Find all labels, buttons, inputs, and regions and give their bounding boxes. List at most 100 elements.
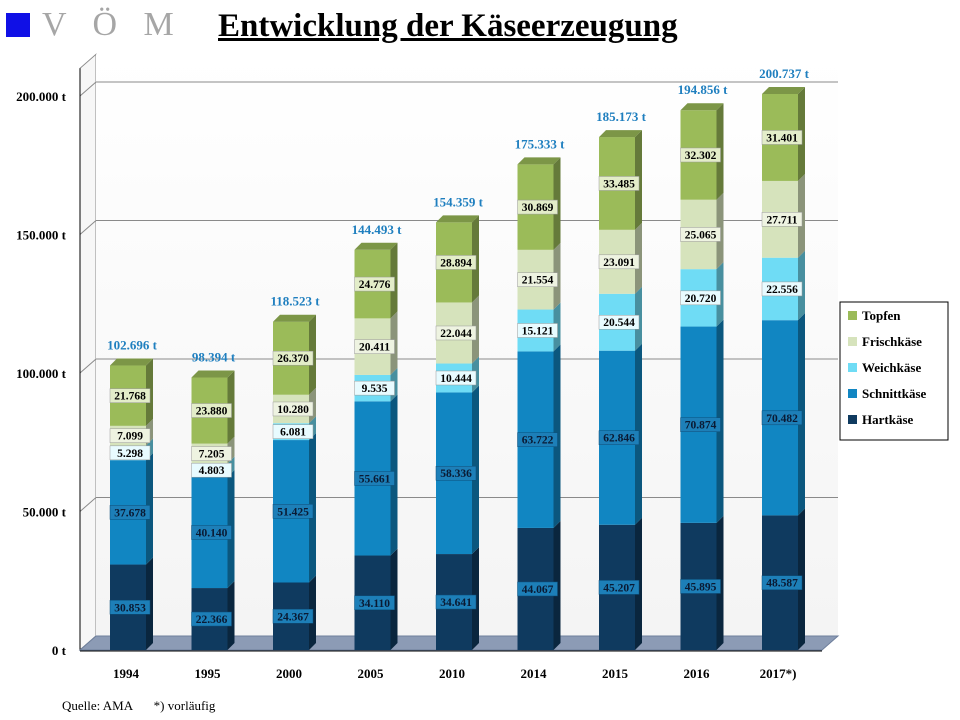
bar-stack: 48.587 70.482 22.556 27.711 31.401 — [761, 86, 805, 650]
data-label-box — [680, 417, 721, 432]
y-tick-label: 100.000 t — [16, 366, 67, 381]
y-tick-label: 50.000 t — [23, 505, 67, 520]
bar-top — [191, 370, 235, 378]
vom-logo: V Ö M — [6, 6, 183, 44]
x-tick-label: 1994 — [113, 666, 140, 681]
data-label: 22.366 — [196, 614, 228, 626]
data-label: 21.768 — [114, 391, 146, 403]
gridline — [79, 81, 838, 97]
data-label: 40.140 — [196, 527, 228, 539]
data-label: 62.846 — [603, 433, 635, 445]
x-tick-label: 2000 — [276, 666, 302, 681]
data-label: 23.880 — [196, 406, 228, 418]
data-label-box — [435, 594, 477, 610]
data-label-box — [517, 272, 558, 287]
data-label: 24.367 — [277, 611, 309, 623]
data-label-box — [354, 276, 395, 292]
source-note: Quelle: AMA *) vorläufig — [62, 698, 215, 714]
bar-stack: 45.895 70.874 20.720 25.065 32.302 — [680, 103, 724, 650]
bar-top — [273, 314, 316, 322]
total-label: 200.737 t — [759, 66, 810, 81]
data-label-box — [598, 176, 640, 191]
data-label: 58.336 — [440, 468, 472, 480]
x-tick-label: 1995 — [195, 666, 222, 681]
bar-stack: 45.207 62.846 20.544 23.091 33.485 — [598, 130, 642, 650]
data-label: 10.444 — [440, 373, 472, 385]
legend-swatch — [848, 389, 857, 398]
y-tick-label: 0 t — [52, 643, 67, 658]
data-label: 30.853 — [114, 602, 146, 614]
data-label: 4.803 — [199, 465, 225, 477]
source-text: Quelle: AMA — [62, 698, 133, 713]
legend-swatch — [848, 311, 857, 320]
total-label: 98.394 t — [192, 349, 236, 364]
data-label-box — [191, 611, 232, 627]
data-label: 9.535 — [362, 383, 388, 395]
total-label: 175.333 t — [515, 136, 566, 151]
data-label: 55.661 — [359, 473, 391, 485]
x-tick-label: 2005 — [358, 666, 385, 681]
x-tick-label: 2010 — [439, 666, 465, 681]
bar-top — [517, 157, 561, 165]
data-label-box — [598, 580, 640, 595]
total-label: 118.523 t — [270, 294, 320, 309]
data-label: 15.121 — [522, 325, 554, 337]
data-label-box — [761, 130, 803, 145]
y-tick-label: 200.000 t — [16, 89, 67, 104]
y-tick-label: 150.000 t — [16, 228, 67, 243]
legend-label: Hartkäse — [862, 412, 914, 427]
data-label-box — [680, 579, 721, 594]
data-label-box — [109, 600, 151, 615]
data-label-box — [191, 403, 232, 418]
data-label-box — [435, 255, 477, 270]
data-label: 70.482 — [766, 413, 798, 425]
data-label-box — [517, 323, 558, 338]
data-label: 34.641 — [440, 597, 472, 609]
data-label: 10.280 — [277, 404, 309, 416]
data-label: 27.711 — [767, 214, 798, 226]
bar-stack: 44.067 63.722 15.121 21.554 30.869 — [517, 157, 561, 650]
data-label-box — [272, 504, 314, 519]
gridline — [79, 497, 838, 512]
data-label-box — [272, 350, 314, 366]
data-label: 20.411 — [359, 342, 390, 354]
data-label-box — [354, 595, 395, 611]
legend-swatch — [848, 337, 857, 346]
data-label-box — [354, 339, 395, 354]
data-label-box — [109, 388, 151, 403]
data-label: 48.587 — [766, 578, 798, 590]
data-label: 5.298 — [117, 448, 143, 460]
legend: Topfen Frischkäse Weichkäse Schnittkäse Hart… — [839, 301, 949, 441]
footnote-text: *) vorläufig — [153, 698, 216, 713]
data-label: 20.720 — [685, 293, 717, 305]
data-label: 6.081 — [280, 427, 306, 439]
data-label-box — [191, 462, 232, 478]
data-label-box — [517, 432, 558, 447]
data-label-box — [109, 428, 151, 443]
legend-swatch — [848, 415, 857, 424]
total-label: 185.173 t — [596, 109, 647, 124]
side-wall — [79, 53, 97, 652]
x-tick-label: 2014 — [521, 666, 548, 681]
data-label-box — [680, 147, 721, 163]
data-label-box — [598, 254, 640, 270]
data-label: 7.099 — [117, 431, 143, 443]
total-label: 154.359 t — [433, 194, 484, 209]
chart-title: Entwicklung der Käseerzeugung — [218, 8, 678, 44]
data-label-box — [354, 380, 395, 396]
data-label-box — [272, 424, 314, 439]
data-label: 34.110 — [359, 598, 390, 610]
bar-stack: 22.366 40.140 4.803 7.205 23.880 — [191, 370, 235, 650]
data-label-box — [517, 581, 558, 597]
bar-top — [436, 215, 479, 223]
legend-box — [839, 301, 949, 441]
total-label: 194.856 t — [678, 82, 729, 97]
data-label: 26.370 — [277, 353, 309, 365]
bar-top — [110, 358, 153, 366]
data-label: 51.425 — [277, 506, 309, 518]
gridline — [79, 220, 838, 235]
data-label-box — [517, 199, 558, 215]
data-label: 32.302 — [685, 150, 717, 162]
x-tick-label: 2017*) — [760, 666, 797, 681]
